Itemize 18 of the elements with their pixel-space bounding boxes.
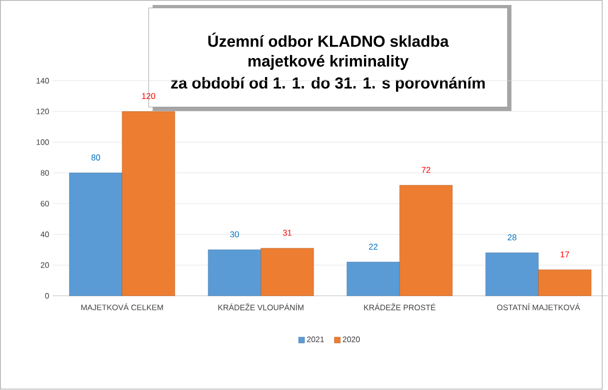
chart-title: Územní odbor KLADNO skladba majetkové kriminality	[208, 32, 449, 70]
bar	[346, 262, 400, 296]
data-label: 120	[142, 93, 156, 100]
bar	[122, 112, 175, 296]
data-label: 80	[91, 154, 100, 161]
chart-subtitle: za období od 1. 1. do 31. 1. s porovnáním	[171, 77, 485, 92]
bar	[538, 270, 592, 296]
bar	[208, 250, 262, 296]
data-label: 22	[369, 244, 378, 250]
data-label: 28	[508, 234, 516, 241]
bar	[486, 252, 539, 296]
data-label: 31	[282, 230, 292, 236]
data-label: 72	[422, 167, 430, 174]
bar	[260, 248, 314, 296]
bar	[400, 185, 453, 296]
data-label: 30	[230, 232, 239, 238]
data-label: 17	[560, 252, 570, 258]
bar	[69, 172, 122, 296]
